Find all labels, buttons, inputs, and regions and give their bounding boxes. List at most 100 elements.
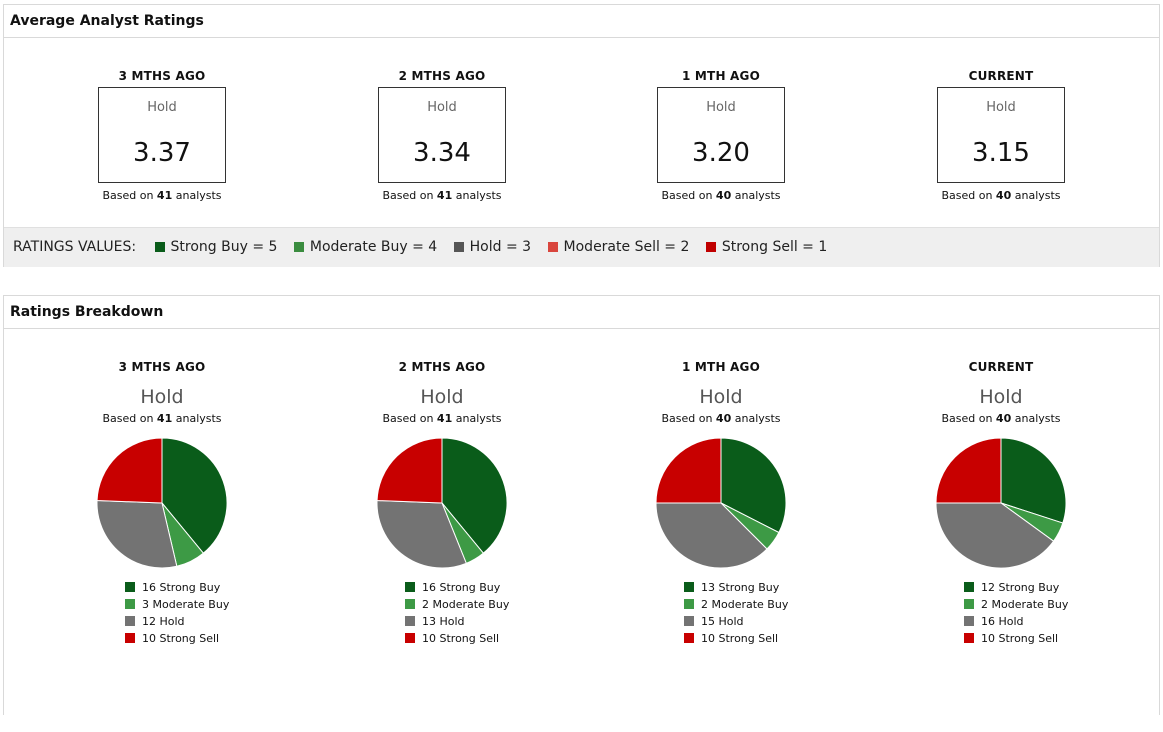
period-title: CURRENT — [968, 69, 1034, 83]
legend-swatch — [125, 616, 135, 626]
legend-label: 16 Hold — [981, 615, 1024, 628]
legend-entry: 2 Moderate Buy — [684, 596, 794, 613]
legend-label: 12 Strong Buy — [981, 581, 1060, 594]
ratings-values-label: RATINGS VALUES: — [13, 239, 137, 255]
pie-chart — [935, 437, 1067, 569]
period-title: 2 MTHS AGO — [398, 360, 486, 374]
legend-label: 13 Strong Buy — [701, 581, 780, 594]
period-title: 3 MTHS AGO — [118, 360, 206, 374]
ratings-breakdown-panel: Ratings Breakdown 3 MTHS AGO Hold Based … — [3, 295, 1160, 715]
pie-legend: 12 Strong Buy 2 Moderate Buy 16 Hold 10 Str… — [964, 579, 1074, 647]
pie-legend: 13 Strong Buy 2 Moderate Buy 15 Hold 10 Str… — [684, 579, 794, 647]
breakdown-column-current: CURRENT Hold Based on 40 analysts 12 Str… — [901, 360, 1101, 647]
legend-swatch — [405, 599, 415, 609]
ratings-values-legend: RATINGS VALUES: Strong Buy = 5 Moderate … — [4, 227, 1159, 267]
rating-score: 3.20 — [692, 138, 750, 168]
slice-strong-buy — [441, 437, 508, 554]
average-ratings-title: Average Analyst Ratings — [4, 5, 1159, 38]
legend-label: 2 Moderate Buy — [701, 598, 789, 611]
legend-swatch — [684, 616, 694, 626]
legend-entry: 15 Hold — [684, 613, 794, 630]
swatch — [293, 242, 304, 252]
legend-swatch — [684, 582, 694, 592]
avg-column-1-month: 1 MTH AGO Hold 3.20 Based on 40 analysts — [621, 69, 821, 202]
slice-strong-buy — [161, 437, 228, 554]
period-title: 3 MTHS AGO — [118, 69, 206, 83]
rating-box: Hold 3.34 — [378, 87, 506, 183]
legend-entry: 10 Strong Sell — [964, 630, 1074, 647]
legend-swatch — [964, 582, 974, 592]
legend-entry: 2 Moderate Buy — [405, 596, 515, 613]
pie-chart — [96, 437, 228, 569]
swatch — [547, 242, 558, 252]
slice-hold — [96, 499, 178, 569]
consensus-label: Hold — [140, 386, 184, 408]
legend-label: 3 Moderate Buy — [142, 598, 230, 611]
ratings-breakdown-title: Ratings Breakdown — [4, 296, 1159, 329]
analyst-count: 40 — [995, 189, 1012, 202]
swatch — [705, 242, 716, 252]
consensus-label: Hold — [699, 386, 743, 408]
slice-strong-sell — [376, 437, 443, 504]
breakdown-column-1-month: 1 MTH AGO Hold Based on 40 analysts 13 S… — [621, 360, 821, 647]
consensus-label: Hold — [420, 386, 464, 408]
legend-hold: Hold = 3 — [453, 228, 531, 266]
analyst-count: 41 — [436, 189, 453, 202]
slice-hold — [935, 502, 1055, 569]
legend-swatch — [684, 633, 694, 643]
legend-moderate-buy: Moderate Buy = 4 — [293, 228, 437, 266]
avg-column-3-months: 3 MTHS AGO Hold 3.37 Based on 41 analyst… — [62, 69, 262, 202]
slice-hold — [376, 499, 467, 569]
legend-label: 12 Hold — [142, 615, 185, 628]
rating-score: 3.15 — [972, 138, 1030, 168]
legend-swatch — [964, 616, 974, 626]
avg-column-current: CURRENT Hold 3.15 Based on 40 analysts — [901, 69, 1101, 202]
analyst-count: 40 — [715, 189, 732, 202]
slice-strong-sell — [96, 437, 163, 504]
avg-column-2-months: 2 MTHS AGO Hold 3.34 Based on 41 analyst… — [342, 69, 542, 202]
legend-swatch — [964, 599, 974, 609]
rating-box: Hold 3.37 — [98, 87, 226, 183]
pie-legend: 16 Strong Buy 2 Moderate Buy 13 Hold 10 Str… — [405, 579, 515, 647]
legend-label: 2 Moderate Buy — [981, 598, 1069, 611]
rating-score: 3.37 — [133, 138, 191, 168]
legend-entry: 12 Strong Buy — [964, 579, 1074, 596]
legend-label: 2 Moderate Buy — [422, 598, 510, 611]
slice-strong-buy — [720, 437, 787, 534]
average-ratings-panel: Average Analyst Ratings 3 MTHS AGO Hold … — [3, 4, 1160, 267]
rating-label: Hold — [427, 100, 457, 115]
legend-label: 16 Strong Buy — [422, 581, 501, 594]
pie-legend: 16 Strong Buy 3 Moderate Buy 12 Hold 10 Str… — [125, 579, 235, 647]
analyst-count: 41 — [436, 412, 453, 425]
legend-entry: 16 Hold — [964, 613, 1074, 630]
legend-swatch — [684, 599, 694, 609]
legend-label: 10 Strong Sell — [422, 632, 500, 645]
rating-label: Hold — [986, 100, 1016, 115]
period-title: CURRENT — [968, 360, 1034, 374]
based-on-text: Based on 40 analysts — [661, 412, 781, 425]
slice-hold — [655, 502, 768, 569]
legend-label: 13 Hold — [422, 615, 465, 628]
period-title: 2 MTHS AGO — [398, 69, 486, 83]
legend-swatch — [964, 633, 974, 643]
rating-label: Hold — [147, 100, 177, 115]
legend-entry: 2 Moderate Buy — [964, 596, 1074, 613]
consensus-label: Hold — [979, 386, 1023, 408]
legend-swatch — [405, 616, 415, 626]
legend-entry: 10 Strong Sell — [684, 630, 794, 647]
pie-chart — [376, 437, 508, 569]
legend-entry: 10 Strong Sell — [405, 630, 515, 647]
period-title: 1 MTH AGO — [681, 69, 760, 83]
rating-label: Hold — [706, 100, 736, 115]
legend-strong-buy: Strong Buy = 5 — [154, 228, 277, 266]
rating-score: 3.34 — [413, 138, 471, 168]
legend-entry: 3 Moderate Buy — [125, 596, 235, 613]
slice-strong-sell — [935, 437, 1002, 504]
pie-chart — [655, 437, 787, 569]
period-title: 1 MTH AGO — [681, 360, 760, 374]
legend-label: 10 Strong Sell — [142, 632, 220, 645]
legend-label: 10 Strong Sell — [701, 632, 779, 645]
legend-label: 10 Strong Sell — [981, 632, 1059, 645]
based-on-text: Based on 40 analysts — [661, 189, 781, 202]
rating-box: Hold 3.15 — [937, 87, 1065, 183]
